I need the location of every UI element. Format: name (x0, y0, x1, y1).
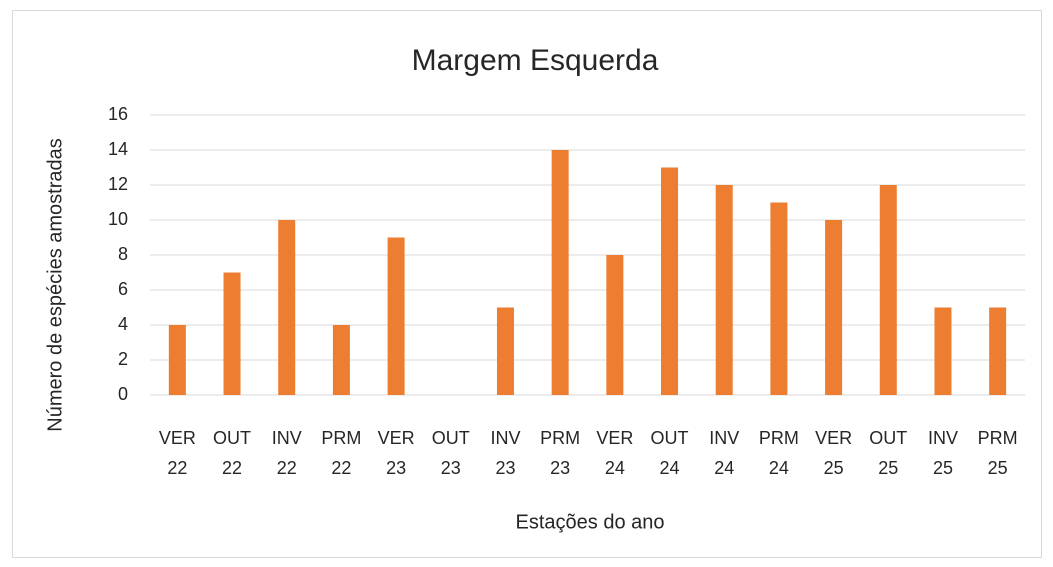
y-tick-label: 12 (108, 174, 128, 194)
x-axis-label: Estações do ano (516, 511, 665, 533)
x-tick-label: VER 24 (596, 428, 634, 478)
bar (770, 202, 788, 395)
chart-frame (12, 10, 1042, 558)
x-tick-label: VER 23 (377, 428, 415, 478)
x-tick-label: OUT 23 (431, 428, 470, 478)
bar (496, 307, 514, 395)
y-tick-label: 6 (118, 279, 128, 299)
x-tick-label: OUT 24 (650, 428, 689, 478)
x-tick-label: VER 22 (158, 428, 196, 478)
y-tick-label: 16 (108, 104, 128, 124)
bar (387, 237, 405, 395)
y-tick-label: 8 (118, 244, 128, 264)
bar (715, 185, 733, 395)
bar (825, 220, 843, 395)
bar (879, 185, 897, 395)
x-tick-label: INV 25 (927, 428, 958, 478)
y-axis-label: Número de espécies amostradas (44, 138, 66, 431)
bar (989, 307, 1007, 395)
y-tick-label: 0 (118, 384, 128, 404)
bar (934, 307, 952, 395)
y-tick-label: 2 (118, 349, 128, 369)
y-tick-label: 10 (108, 209, 128, 229)
x-tick-label: PRM 23 (540, 428, 581, 478)
bar (661, 167, 679, 395)
x-tick-label: VER 25 (815, 428, 853, 478)
chart-title: Margem Esquerda (412, 44, 659, 77)
bar (551, 150, 569, 395)
x-tick-label: PRM 25 (977, 428, 1018, 478)
x-tick-label: PRM 22 (321, 428, 362, 478)
x-tick-label: OUT 22 (213, 428, 252, 478)
bar (332, 325, 350, 395)
bar (278, 220, 296, 395)
y-tick-label: 4 (118, 314, 128, 334)
x-tick-label: OUT 25 (869, 428, 908, 478)
x-tick-label: INV 22 (271, 428, 302, 478)
bar (606, 255, 624, 395)
x-tick-label: PRM 24 (758, 428, 799, 478)
x-tick-label: INV 24 (709, 428, 740, 478)
x-tick-label: INV 23 (490, 428, 521, 478)
y-tick-label: 14 (108, 139, 128, 159)
bar (223, 272, 241, 395)
bar (168, 325, 186, 395)
